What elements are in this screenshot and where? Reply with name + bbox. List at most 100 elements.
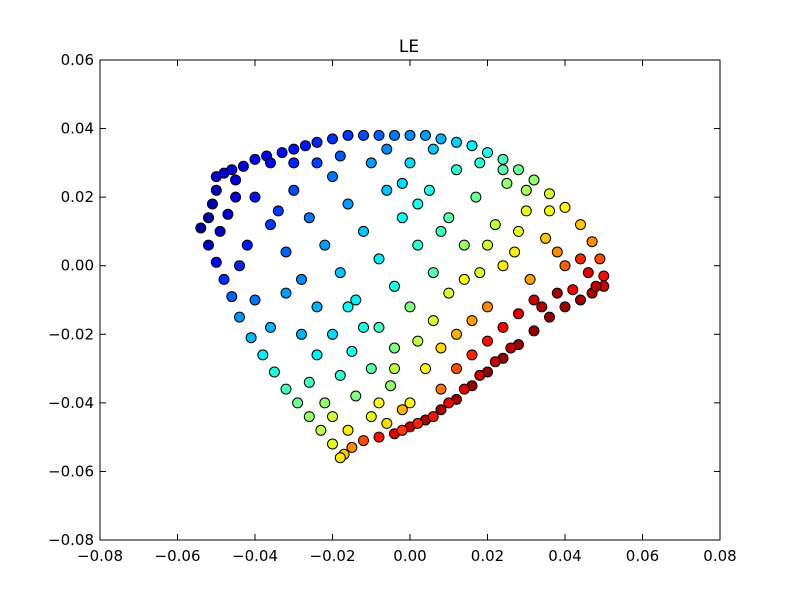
scatter-point: [311, 157, 323, 169]
scatter-point: [358, 225, 369, 237]
y-tick-label: 0.04: [61, 120, 94, 138]
scatter-point: [528, 294, 540, 306]
x-tick-label: 0.08: [703, 547, 736, 565]
scatter-point: [288, 143, 300, 155]
scatter-point: [319, 239, 331, 251]
scatter-point: [327, 438, 338, 450]
scatter-point: [396, 212, 408, 224]
scatter-point: [234, 311, 245, 323]
scatter-point: [575, 294, 586, 306]
scatter-point: [342, 424, 354, 436]
scatter-point: [544, 188, 555, 200]
scatter-point: [482, 147, 493, 159]
scatter-point: [497, 153, 509, 165]
scatter-point: [315, 424, 327, 436]
scatter-point: [373, 321, 385, 333]
scatter-point: [520, 184, 532, 196]
y-tick-label: 0.00: [61, 257, 94, 275]
scatter-point: [524, 273, 536, 285]
scatter-point: [226, 291, 238, 303]
scatter-point: [292, 397, 304, 409]
scatter-point: [590, 280, 602, 292]
scatter-point: [451, 363, 462, 375]
scatter-point: [396, 424, 408, 436]
scatter-point: [435, 383, 447, 395]
scatter-point: [358, 321, 369, 333]
scatter-point: [334, 369, 346, 381]
scatter-point: [381, 184, 393, 196]
scatter-point: [559, 201, 571, 213]
scatter-point: [265, 219, 276, 231]
scatter-point: [373, 397, 385, 409]
scatter-point: [513, 308, 524, 320]
scatter-point: [365, 363, 377, 375]
scatter-point: [195, 222, 207, 234]
scatter-point: [222, 208, 234, 220]
scatter-point: [482, 239, 493, 251]
scatter-point: [381, 143, 393, 155]
scatter-point: [257, 349, 269, 361]
scatter-point: [342, 198, 354, 210]
x-tick-label: 0.04: [548, 547, 581, 565]
scatter-point: [575, 219, 586, 231]
scatter-point: [427, 315, 439, 327]
scatter-point: [528, 174, 540, 186]
scatter-point: [412, 417, 424, 429]
scatter-point: [210, 184, 222, 196]
scatter-point: [598, 270, 610, 282]
scatter-point: [249, 294, 261, 306]
scatter-point: [420, 363, 431, 375]
scatter-point: [334, 452, 346, 464]
x-tick-label: −0.08: [77, 547, 123, 565]
scatter-point: [451, 164, 462, 176]
scatter-point: [303, 212, 315, 224]
scatter-point: [501, 177, 513, 189]
scatter-point: [443, 397, 455, 409]
scatter-point: [520, 205, 532, 217]
scatter-point: [206, 198, 218, 210]
scatter-point: [327, 171, 338, 183]
chart-title: LE: [399, 37, 419, 57]
scatter-point: [210, 256, 222, 268]
scatter-point: [567, 284, 579, 296]
scatter-point: [458, 273, 470, 285]
scatter-point: [497, 260, 509, 272]
scatter-point: [342, 129, 354, 141]
scatter-point: [575, 253, 586, 265]
scatter-point: [458, 239, 470, 251]
scatter-point: [350, 390, 362, 402]
x-tick-label: 0.00: [393, 547, 426, 565]
x-tick-label: −0.06: [155, 547, 201, 565]
scatter-point: [559, 260, 571, 272]
scatter-point: [385, 380, 397, 392]
scatter-point: [497, 321, 509, 333]
scatter-point: [427, 267, 439, 279]
scatter-point: [327, 411, 338, 423]
scatter-point: [404, 397, 416, 409]
scatter-point: [458, 383, 470, 395]
scatter-point: [342, 301, 354, 313]
y-tick-label: 0.06: [61, 51, 94, 69]
scatter-point: [412, 198, 424, 210]
x-tick-label: 0.06: [626, 547, 659, 565]
scatter-point: [505, 342, 517, 354]
scatter-point: [346, 441, 358, 453]
scatter-point: [404, 301, 416, 313]
scatter-point: [427, 143, 439, 155]
scatter-point: [443, 212, 455, 224]
scatter-point: [237, 160, 249, 172]
scatter-point: [280, 383, 292, 395]
scatter-point: [423, 184, 435, 196]
scatter-point: [296, 328, 307, 340]
scatter-point: [404, 157, 416, 169]
scatter-point: [582, 267, 594, 279]
scatter-point: [346, 345, 358, 357]
scatter-point: [299, 140, 311, 152]
scatter-point: [482, 335, 493, 347]
scatter-point: [435, 225, 447, 237]
scatter-point: [350, 294, 362, 306]
scatter-point: [272, 205, 284, 217]
scatter-point: [311, 301, 323, 313]
scatter-point: [551, 246, 563, 258]
y-tick-label: −0.06: [48, 462, 94, 480]
